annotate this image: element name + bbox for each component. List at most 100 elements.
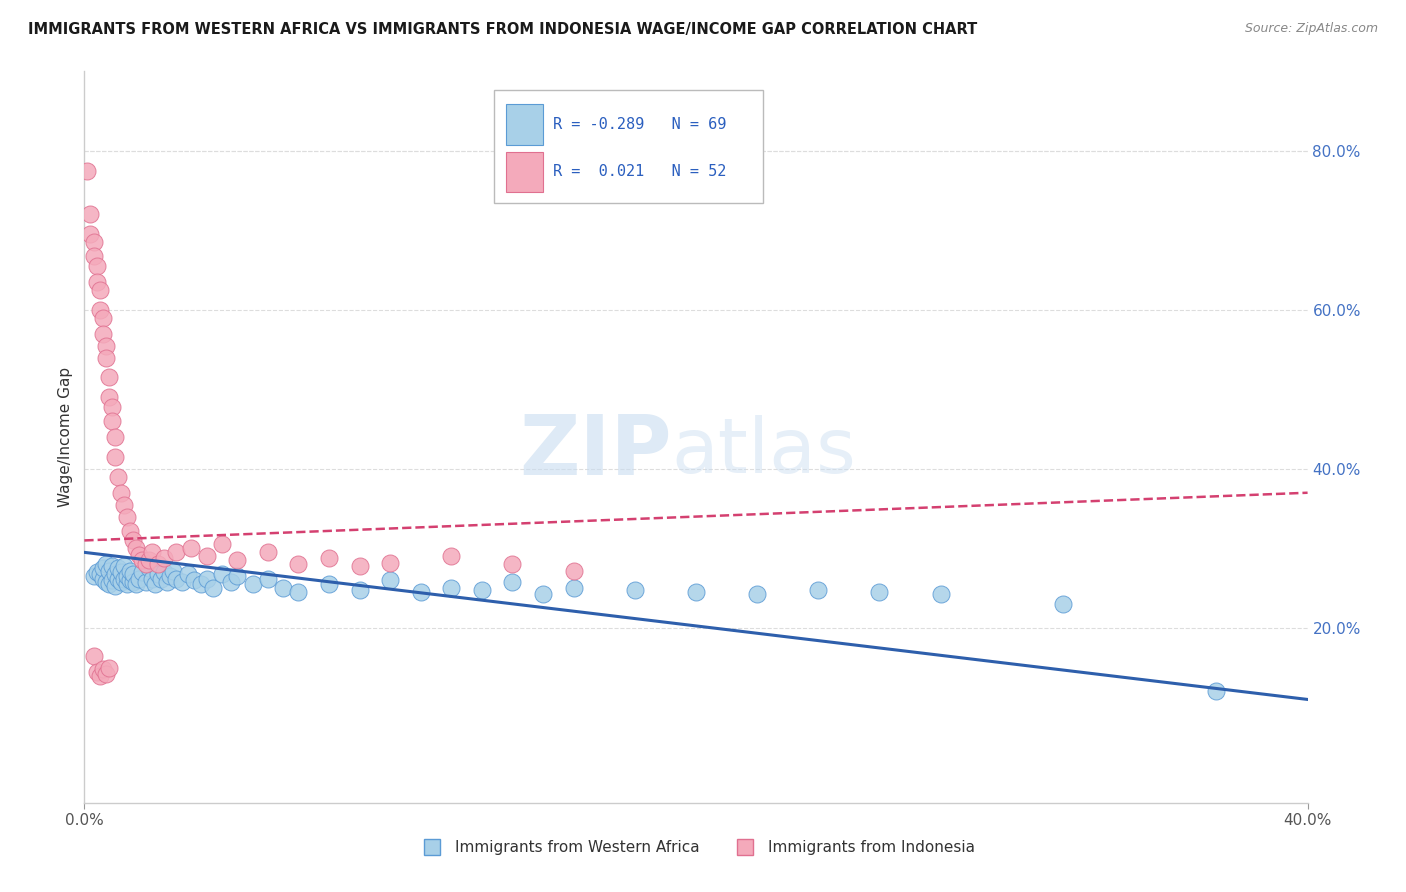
Point (138, 553, 160, 567)
Point (153, 550, 176, 565)
Point (318, 577, 340, 591)
Point (146, 566, 169, 581)
Point (380, 556, 402, 570)
Point (159, 569, 181, 583)
Point (97, 390, 120, 404)
Point (94, 338, 117, 352)
Point (91, 310, 114, 325)
Point (226, 553, 249, 567)
Point (177, 566, 200, 581)
Point (201, 581, 224, 595)
Point (101, 573, 124, 587)
Point (502, 558, 524, 572)
Point (86, 566, 108, 580)
Point (1052, 597, 1074, 611)
Point (115, 577, 138, 591)
Point (112, 558, 135, 573)
Point (91, 572, 114, 586)
Text: Source: ZipAtlas.com: Source: ZipAtlas.com (1244, 22, 1378, 36)
FancyBboxPatch shape (506, 152, 543, 192)
Point (162, 564, 184, 578)
Point (135, 574, 157, 589)
Point (287, 558, 309, 572)
Point (242, 577, 264, 591)
Point (112, 572, 135, 586)
Point (122, 574, 145, 589)
Point (131, 566, 153, 580)
Point (101, 400, 124, 414)
FancyBboxPatch shape (506, 104, 543, 145)
Point (122, 566, 145, 581)
Point (685, 585, 707, 599)
Point (929, 587, 952, 601)
Text: R = -0.289   N = 69: R = -0.289 N = 69 (553, 117, 727, 131)
Point (104, 579, 127, 593)
Point (115, 569, 138, 583)
Point (141, 545, 163, 559)
Point (562, 564, 585, 578)
Point (165, 545, 187, 559)
Point (89, 302, 111, 317)
Point (195, 572, 218, 586)
Point (471, 582, 494, 597)
Point (131, 553, 153, 567)
Point (141, 572, 163, 586)
Point (79, 207, 101, 221)
Point (125, 577, 148, 591)
Point (122, 533, 145, 548)
Point (156, 574, 179, 589)
Y-axis label: Wage/Income Gap: Wage/Income Gap (58, 367, 73, 508)
Point (562, 581, 585, 595)
Point (86, 275, 108, 289)
Point (271, 581, 294, 595)
Point (125, 541, 148, 556)
Point (104, 566, 127, 581)
Text: ZIP: ZIP (519, 411, 672, 492)
Point (143, 577, 166, 591)
Point (226, 569, 249, 583)
Point (110, 566, 132, 580)
Point (409, 585, 432, 599)
Point (104, 450, 127, 464)
Point (83, 249, 105, 263)
Legend: Immigrants from Western Africa, Immigrants from Indonesia: Immigrants from Western Africa, Immigran… (411, 834, 981, 861)
Point (807, 582, 830, 597)
Point (380, 573, 402, 587)
Point (91, 561, 114, 575)
Point (287, 585, 309, 599)
Point (120, 573, 142, 587)
Point (83, 235, 105, 250)
Point (110, 485, 132, 500)
Point (149, 572, 172, 586)
Point (89, 566, 111, 581)
Point (79, 227, 101, 242)
Point (128, 548, 150, 562)
Point (97, 660, 120, 674)
Text: R =  0.021   N = 52: R = 0.021 N = 52 (553, 164, 727, 179)
Point (747, 587, 769, 601)
Point (120, 524, 142, 538)
Point (110, 574, 132, 589)
Point (135, 558, 157, 572)
Point (101, 558, 124, 573)
Point (104, 430, 127, 444)
Point (107, 572, 129, 586)
FancyBboxPatch shape (494, 90, 763, 203)
Point (112, 498, 135, 512)
Point (89, 668, 111, 682)
Point (211, 537, 233, 551)
Point (107, 470, 129, 484)
Point (257, 572, 280, 586)
Point (138, 561, 160, 575)
Point (195, 549, 218, 564)
Point (128, 572, 150, 586)
Point (115, 509, 138, 524)
Point (531, 587, 554, 601)
Point (107, 561, 129, 575)
Point (91, 326, 114, 341)
Point (624, 582, 647, 597)
Point (349, 582, 371, 597)
Point (94, 351, 117, 365)
Point (97, 564, 120, 578)
Point (172, 574, 194, 589)
